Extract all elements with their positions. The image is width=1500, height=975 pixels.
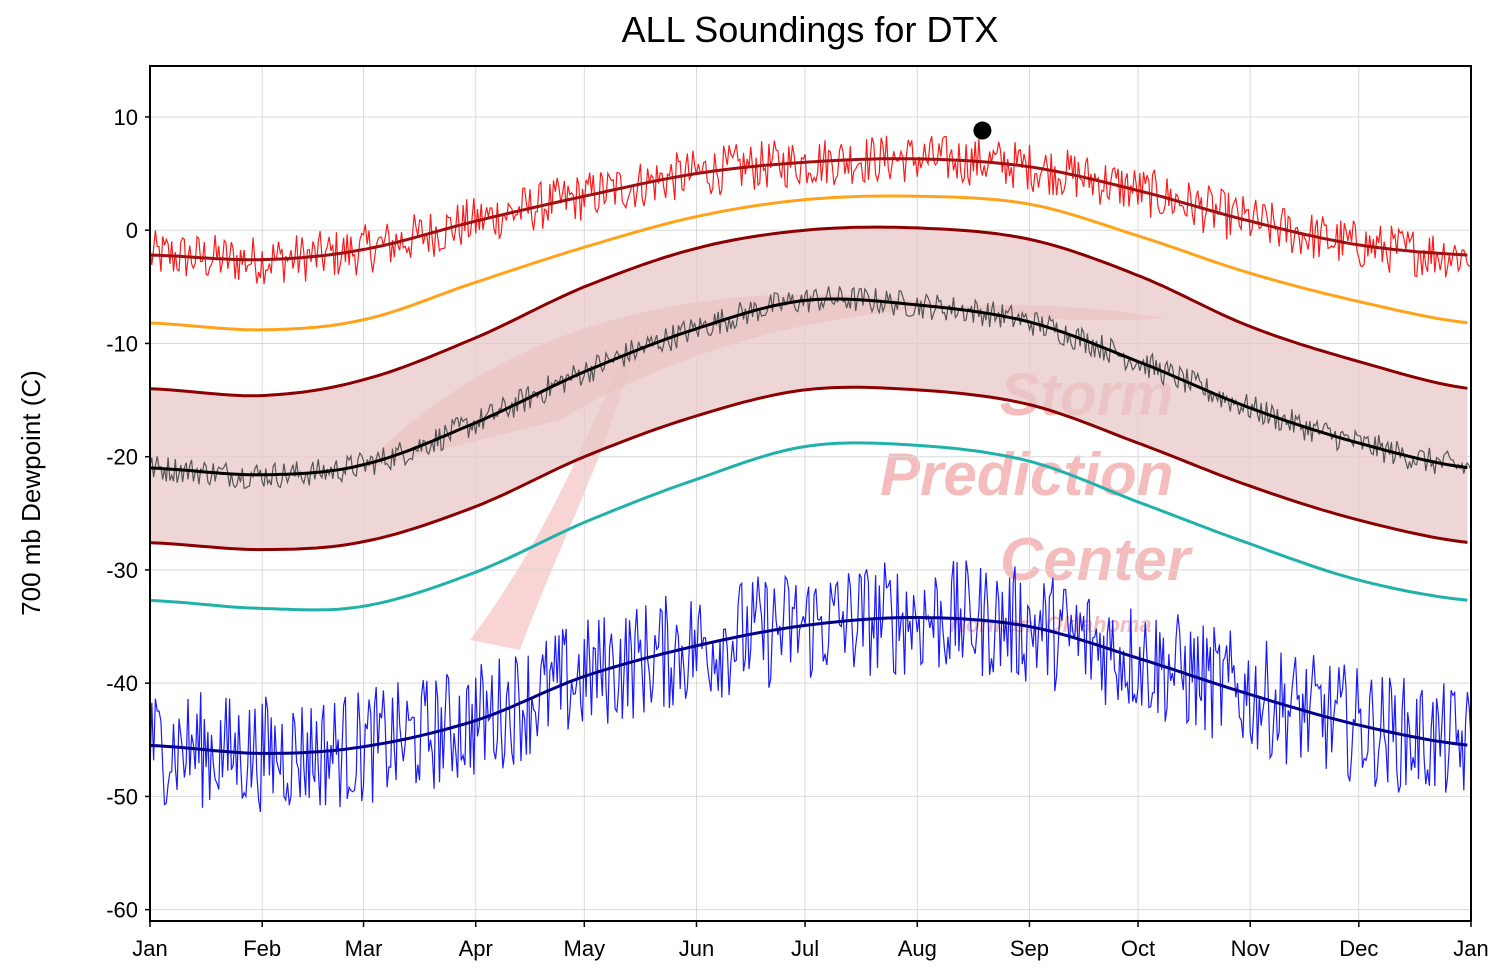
curve-p25 xyxy=(149,385,1468,552)
chart-title: ALL Soundings for DTX xyxy=(622,9,999,50)
y-tick-label: -30 xyxy=(106,558,138,583)
axis-ticks: 10 0 -10 -20 -30 -40 -50 -60 Jan Feb Mar Apr May Jun J… xyxy=(106,105,1489,961)
x-tick-label: Feb xyxy=(243,936,281,961)
curve-mean xyxy=(149,297,1468,477)
x-tick-label: Dec xyxy=(1339,936,1378,961)
curve-p10 xyxy=(149,441,1468,612)
x-tick-label: Apr xyxy=(459,936,493,961)
y-tick-label: -50 xyxy=(106,784,138,809)
series-daily-min xyxy=(149,560,1472,812)
x-tick-label: May xyxy=(564,936,606,961)
x-tick-label: Sep xyxy=(1010,936,1049,961)
x-tick-label: Jan xyxy=(132,936,167,961)
x-tick-label: Nov xyxy=(1231,936,1270,961)
x-tick-label: Mar xyxy=(345,936,383,961)
y-tick-label: 0 xyxy=(126,218,138,243)
y-tick-label: 10 xyxy=(114,105,138,130)
curve-p75 xyxy=(149,225,1468,398)
curve-record-min-mean xyxy=(149,616,1468,755)
watermark-text: Norman, Oklahoma xyxy=(950,612,1152,637)
x-tick-label: Jun xyxy=(679,936,714,961)
y-tick-label: -20 xyxy=(106,445,138,470)
curve-p90 xyxy=(149,194,1468,332)
y-tick-label: -10 xyxy=(106,331,138,356)
y-tick-label: -60 xyxy=(106,898,138,923)
watermark-text: Center xyxy=(1000,526,1194,593)
series-lines xyxy=(149,121,1472,812)
x-tick-label: Oct xyxy=(1121,936,1155,961)
current-sounding-point xyxy=(973,121,992,140)
watermark-stroke xyxy=(470,320,640,650)
x-tick-label: Jul xyxy=(791,936,819,961)
x-tick-label: Jan xyxy=(1453,936,1488,961)
y-axis-label: 700 mb Dewpoint (C) xyxy=(16,370,46,616)
x-tick-label: Aug xyxy=(898,936,937,961)
y-tick-label: -40 xyxy=(106,671,138,696)
series-daily-mean xyxy=(149,286,1472,489)
plot-frame xyxy=(149,65,1472,922)
curve-record-max-mean xyxy=(149,157,1468,262)
